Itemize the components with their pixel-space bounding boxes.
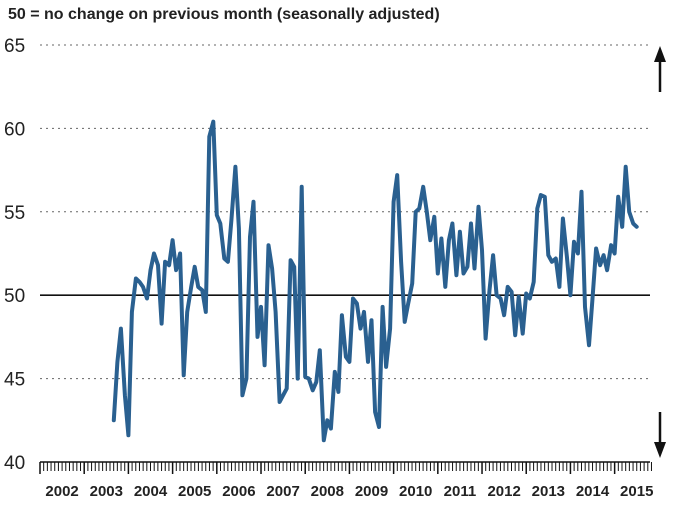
axis-arrows bbox=[654, 46, 666, 458]
x-tick-label: 2009 bbox=[355, 483, 388, 500]
x-tick-label: 2006 bbox=[222, 483, 255, 500]
down-arrow-icon bbox=[654, 412, 666, 458]
x-tick-label: 2002 bbox=[45, 483, 78, 500]
y-tick-label: 45 bbox=[4, 370, 25, 391]
y-tick-label: 60 bbox=[4, 119, 25, 140]
x-tick-label: 2010 bbox=[399, 483, 432, 500]
up-arrow-icon bbox=[654, 46, 666, 92]
x-tick-label: 2003 bbox=[90, 483, 123, 500]
x-tick-label: 2014 bbox=[576, 483, 610, 500]
x-tick-label: 2013 bbox=[532, 483, 565, 500]
y-tick-label: 55 bbox=[4, 203, 25, 224]
x-tick-label: 2011 bbox=[444, 483, 477, 500]
series-line bbox=[111, 119, 639, 443]
chart-title: 50 = no change on previous month (season… bbox=[8, 6, 440, 23]
x-axis: 2002 2003 2004 2005 2006 2007 2008 2009 2010 2011… bbox=[39, 461, 653, 500]
x-tick-label: 2005 bbox=[178, 483, 211, 500]
x-tick-label: 2015 bbox=[620, 483, 653, 500]
x-tick-label: 2004 bbox=[134, 483, 168, 500]
y-tick-label: 65 bbox=[4, 36, 25, 57]
x-tick-label: 2012 bbox=[487, 483, 520, 500]
x-tick-label: 2008 bbox=[311, 483, 344, 500]
y-tick-label: 40 bbox=[4, 453, 25, 474]
y-tick-label: 50 bbox=[4, 286, 25, 307]
y-axis-labels: 40 45 50 55 60 65 bbox=[4, 36, 25, 474]
x-tick-label: 2007 bbox=[266, 483, 299, 500]
series-group bbox=[111, 119, 639, 443]
